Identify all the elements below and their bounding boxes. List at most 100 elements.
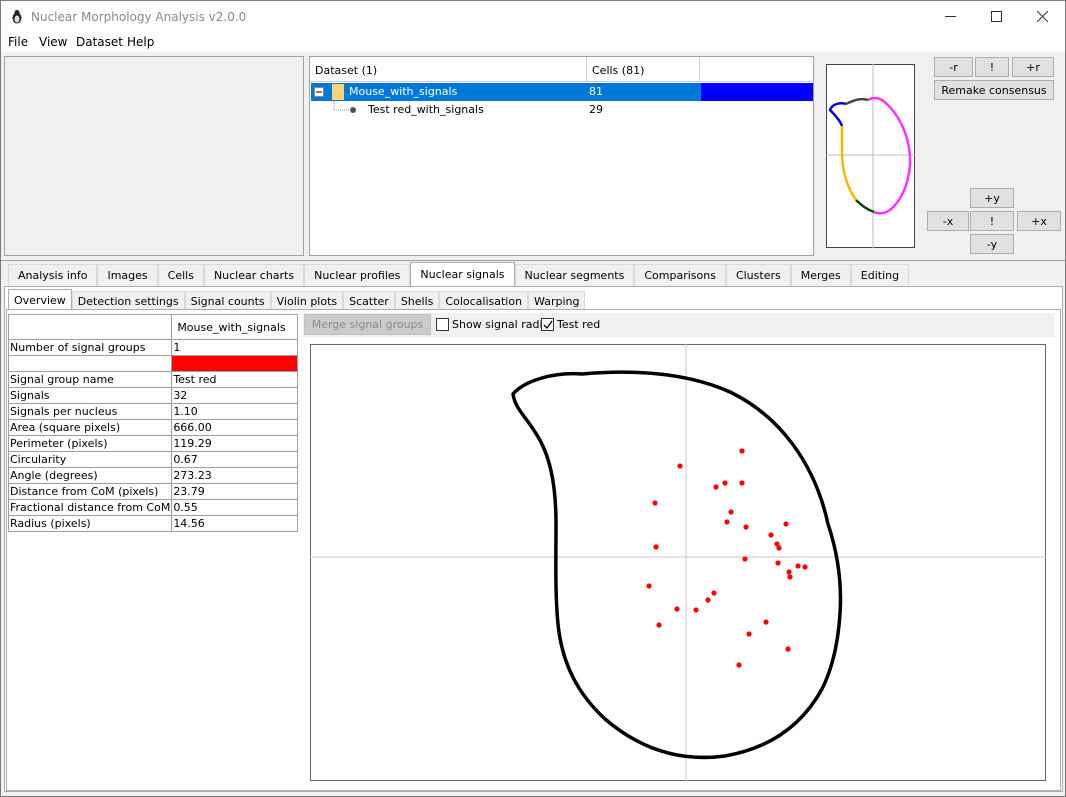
app-icon <box>12 10 22 24</box>
tab-editing[interactable]: Editing <box>850 264 910 286</box>
stat-value: 273.23 <box>171 467 298 484</box>
maximize-button[interactable] <box>973 1 1019 32</box>
stat-label: Area (square pixels) <box>7 419 173 436</box>
splitter[interactable] <box>1 260 1065 261</box>
subtab-violin-plots[interactable]: Violin plots <box>270 291 344 310</box>
offset-minus-y-button[interactable]: -y <box>970 234 1014 254</box>
log-panel <box>4 56 304 256</box>
offset-plus-y-button[interactable]: +y <box>970 188 1014 208</box>
remake-consensus-button[interactable]: Remake consensus <box>934 80 1054 100</box>
tree-row-selected[interactable]: Mouse_with_signals 81 <box>311 83 813 101</box>
subtab-colocalisation[interactable]: Colocalisation <box>439 291 529 310</box>
sub-tabs: Overview Detection settings Signal count… <box>8 289 586 310</box>
tab-nuclear-signals[interactable]: Nuclear signals <box>410 262 515 286</box>
subtab-scatter[interactable]: Scatter <box>343 291 395 310</box>
minimize-button[interactable] <box>927 1 973 32</box>
tree-header-dataset[interactable]: Dataset (1) <box>315 64 378 77</box>
signal-color-swatch[interactable] <box>171 355 298 372</box>
signal-point <box>705 597 711 603</box>
tree-branch-icon <box>333 101 356 113</box>
tab-merges[interactable]: Merges <box>790 264 851 286</box>
stat-label: Distance from CoM (pixels) <box>7 483 173 500</box>
signal-point <box>713 484 719 490</box>
stats-column-header: Mouse_with_signals <box>171 314 298 340</box>
tab-comparisons[interactable]: Comparisons <box>634 264 726 286</box>
close-icon <box>1036 11 1048 22</box>
stat-label: Perimeter (pixels) <box>7 435 173 452</box>
signal-points <box>646 448 808 668</box>
signal-point <box>652 500 658 506</box>
close-button[interactable] <box>1019 1 1065 32</box>
signal-stats-table: Mouse_with_signals Number of signal grou… <box>7 314 298 532</box>
tab-nuclear-profiles[interactable]: Nuclear profiles <box>304 264 411 286</box>
signal-point <box>722 480 728 486</box>
tab-analysis-info[interactable]: Analysis info <box>8 264 98 286</box>
stat-value: 1 <box>171 339 298 356</box>
checkmark-icon <box>543 320 553 330</box>
signal-point <box>795 563 801 569</box>
stat-label <box>7 355 173 372</box>
signal-point <box>787 574 793 580</box>
subtab-warping[interactable]: Warping <box>528 291 586 310</box>
tree-row-cells: 81 <box>589 85 603 98</box>
signal-point <box>775 560 781 566</box>
subtab-detection-settings[interactable]: Detection settings <box>71 291 185 310</box>
dataset-tree[interactable]: Dataset (1) Cells (81) Mouse_with_signal… <box>309 56 814 256</box>
tree-header-cells[interactable]: Cells (81) <box>592 64 645 77</box>
tree-row-child[interactable]: Test red_with_signals 29 <box>311 101 812 119</box>
offset-plus-x-button[interactable]: +x <box>1017 211 1061 231</box>
tab-nuclear-segments[interactable]: Nuclear segments <box>514 264 635 286</box>
signal-point <box>802 564 808 570</box>
signal-point <box>763 619 769 625</box>
signal-point <box>742 556 748 562</box>
merge-signal-groups-button[interactable]: Merge signal groups <box>304 314 431 335</box>
rotate-plus-button[interactable]: +r <box>1012 57 1054 77</box>
signal-point <box>739 448 745 454</box>
rotate-minus-button[interactable]: -r <box>934 57 973 77</box>
signal-point <box>728 509 734 515</box>
stat-value: 32 <box>171 387 298 404</box>
dataset-color-swatch[interactable] <box>701 83 813 101</box>
consensus-nucleus-outline <box>511 370 843 760</box>
test-red-label: Test red <box>557 318 601 331</box>
subtab-shells[interactable]: Shells <box>394 291 440 310</box>
tab-cells[interactable]: Cells <box>157 264 204 286</box>
stat-label: Signal group name <box>7 371 173 388</box>
menu-help[interactable]: Help <box>127 35 155 49</box>
signal-chart[interactable] <box>310 344 1046 781</box>
window-title: Nuclear Morphology Analysis v2.0.0 <box>31 10 247 24</box>
signal-point <box>774 541 780 547</box>
menu-dataset[interactable]: Dataset <box>76 35 123 49</box>
menu-view[interactable]: View <box>39 35 68 49</box>
signal-point <box>783 521 789 527</box>
tree-child-cells: 29 <box>589 103 603 116</box>
stat-value: 23.79 <box>171 483 298 500</box>
offset-minus-x-button[interactable]: -x <box>927 211 969 231</box>
subtab-overview[interactable]: Overview <box>8 289 72 310</box>
menu-file[interactable]: File <box>8 35 29 49</box>
stat-value: 0.55 <box>171 499 298 516</box>
consensus-chart[interactable] <box>826 64 915 248</box>
tab-nuclear-charts[interactable]: Nuclear charts <box>203 264 305 286</box>
reset-rotation-button[interactable]: ! <box>975 57 1009 77</box>
maximize-icon <box>990 11 1002 22</box>
signal-point <box>711 590 717 596</box>
tab-clusters[interactable]: Clusters <box>725 264 791 286</box>
minimize-icon <box>944 16 956 17</box>
subtab-signal-counts[interactable]: Signal counts <box>184 291 271 310</box>
signal-point <box>786 569 792 575</box>
folder-icon <box>332 84 344 100</box>
stat-label: Number of signal groups <box>7 339 173 356</box>
stat-value: 119.29 <box>171 435 298 452</box>
stat-value: 1.10 <box>171 403 298 420</box>
stat-label: Radius (pixels) <box>7 515 173 532</box>
collapse-icon[interactable] <box>314 87 324 97</box>
test-red-checkbox[interactable] <box>541 318 554 331</box>
signal-point <box>739 480 745 486</box>
stat-value: 666.00 <box>171 419 298 436</box>
tree-header: Dataset (1) Cells (81) <box>310 57 813 82</box>
tab-images[interactable]: Images <box>97 264 158 286</box>
reset-offset-button[interactable]: ! <box>970 211 1014 231</box>
show-radii-checkbox[interactable] <box>436 318 449 331</box>
